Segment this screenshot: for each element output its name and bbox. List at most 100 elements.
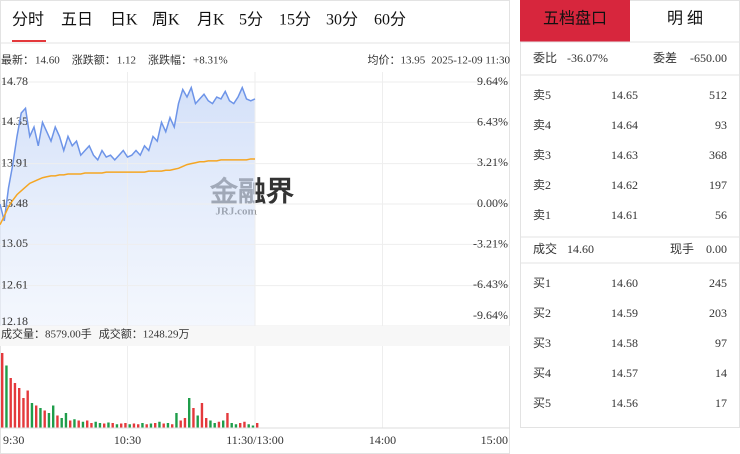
volume-bar (56, 415, 59, 428)
volume-bar (26, 390, 29, 428)
info-label: 涨跌幅： (148, 53, 192, 67)
volume-bar (154, 423, 157, 428)
volume-bar (145, 424, 148, 428)
volume-bar (234, 424, 238, 428)
level-volume: 368 (709, 148, 727, 162)
x-tick-label: 10:30 (114, 433, 141, 447)
diff-value: -650.00 (690, 51, 727, 65)
tab[interactable]: 15分 (279, 11, 311, 29)
deal-value: 14.60 (567, 242, 594, 256)
tab[interactable]: 分时 (12, 11, 44, 29)
series-line (0, 85, 256, 222)
volume-bar (213, 423, 216, 428)
volume-bar (69, 420, 72, 428)
x-tick-label: 15:00 (481, 433, 508, 447)
tab[interactable]: 周K (152, 12, 180, 29)
volume-bar (120, 423, 123, 428)
volume-bar (124, 423, 127, 428)
y2-tick-label: 0.00% (477, 196, 508, 210)
ratio-label: 委比 (533, 51, 557, 65)
tab[interactable]: 60分 (374, 11, 406, 29)
volume-bar (158, 421, 161, 428)
series-line (0, 158, 255, 225)
level-label: 买2 (533, 306, 551, 320)
volume-bar (64, 413, 68, 428)
y2-tick-label: -9.64% (473, 308, 508, 322)
tab-underline (12, 40, 46, 42)
y2-tick-label: 6.43% (477, 114, 508, 128)
level-volume: 245 (709, 276, 727, 290)
volume-bar (149, 423, 153, 428)
time: 2025-12-09 11:30 (431, 55, 510, 67)
volume-bar (103, 423, 106, 428)
y-tick-label: 14.78 (1, 74, 28, 88)
avg-value: 13.95 (401, 55, 426, 67)
book-tab[interactable]: 明 细 (667, 10, 703, 28)
volume-bar (162, 423, 165, 428)
y-tick-label: 13.91 (1, 155, 28, 169)
avg-label: 均价： (368, 54, 401, 67)
volume-bar (141, 423, 144, 428)
volume-bar (188, 398, 191, 428)
volume-bar (128, 424, 131, 428)
volume-bar (98, 423, 102, 428)
volume-bar (132, 423, 136, 428)
volume-bar (175, 413, 178, 428)
volume-bar (5, 365, 8, 428)
tab[interactable]: 30分 (326, 11, 358, 29)
volume-bar (9, 378, 12, 428)
book-tab-active[interactable] (520, 0, 630, 42)
level-volume: 56 (715, 208, 727, 222)
volume-bar (226, 413, 229, 428)
deal-label: 成交 (533, 241, 557, 256)
level-label: 卖4 (533, 118, 551, 132)
volume-bar (13, 383, 17, 428)
level-label: 卖3 (533, 148, 551, 162)
tab[interactable]: 五日 (61, 12, 93, 29)
hand-label: 现手 (670, 242, 694, 256)
volume-bar (256, 423, 259, 428)
y-tick-label: 14.35 (1, 114, 28, 128)
level-label: 卖1 (533, 208, 551, 222)
hand-value: 0.00 (706, 242, 727, 256)
tab[interactable]: 5分 (239, 11, 263, 29)
y-tick-label: 13.05 (1, 236, 28, 250)
volume-bar (47, 413, 51, 428)
level-volume: 197 (709, 178, 727, 192)
volume-bar (171, 424, 174, 428)
volume-bar (30, 403, 34, 428)
book-tab[interactable]: 五档盘口 (543, 9, 607, 28)
tab[interactable]: 日K (110, 12, 138, 29)
level-price: 14.61 (611, 208, 638, 222)
level-volume: 17 (715, 396, 727, 410)
level-label: 买3 (533, 336, 551, 350)
level-price: 14.60 (611, 276, 638, 290)
volume-bar (205, 418, 208, 428)
level-volume: 93 (715, 118, 727, 132)
volume-bar (183, 418, 187, 428)
level-price: 14.64 (611, 118, 638, 132)
volume-bar (209, 420, 212, 428)
info-label: 涨跌额： (72, 53, 116, 67)
volume-bar (60, 418, 63, 428)
volume-bar (222, 420, 225, 428)
level-price: 14.58 (611, 336, 638, 350)
level-volume: 97 (715, 336, 727, 350)
volume-bar (18, 388, 21, 428)
volume-bar (179, 420, 182, 428)
volume-bar (77, 420, 80, 428)
y-tick-label: 12.61 (1, 277, 28, 291)
volume-bar (243, 421, 246, 428)
x-tick-label: 11:30/13:00 (226, 433, 284, 447)
x-tick-label: 9:30 (3, 433, 24, 447)
y2-tick-label: -6.43% (473, 277, 508, 291)
info-value: +8.31% (193, 55, 228, 67)
volume-bar (52, 405, 55, 428)
tab[interactable]: 月K (197, 12, 225, 29)
volume-bar (1, 353, 4, 428)
volume-bar (137, 424, 140, 428)
volume-bar (115, 424, 119, 428)
amount-label: 成交额：1248.29万 (99, 327, 190, 341)
